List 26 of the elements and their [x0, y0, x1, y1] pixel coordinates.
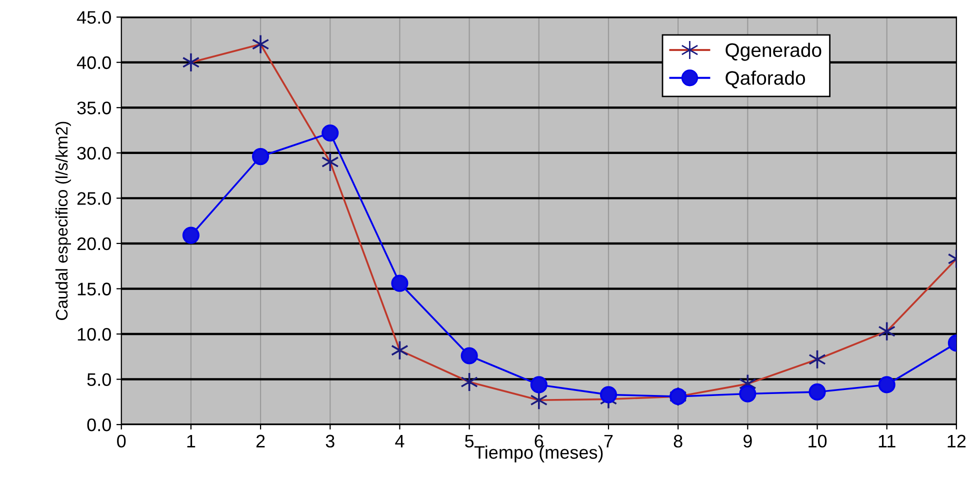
- y-tick-label: 35.0: [77, 102, 111, 114]
- x-tick-label: 2: [256, 434, 265, 448]
- y-tick-label: 0.0: [87, 418, 111, 432]
- legend-label: Qaforado: [726, 70, 805, 88]
- y-axis-title: Caudal especifico (l/s/km2): [55, 122, 71, 320]
- y-tick-label: 45.0: [76, 11, 111, 24]
- x-tick-label: 11: [878, 434, 896, 448]
- legend-label: Qgenerado: [726, 42, 822, 61]
- x-tick-label: 12: [948, 434, 966, 448]
- x-tick-label: 7: [604, 434, 613, 448]
- y-tick-label: 25.0: [77, 192, 111, 205]
- x-tick-label: 0: [117, 434, 126, 448]
- y-tick-label: 40.0: [76, 56, 111, 70]
- y-tick-label: 5.0: [87, 373, 111, 386]
- x-tick-label: 3: [326, 434, 334, 448]
- x-tick-label: 8: [674, 434, 682, 448]
- x-tick-label: 6: [534, 434, 544, 448]
- x-tick-label: 5: [465, 434, 474, 448]
- x-tick-label: 9: [743, 434, 752, 448]
- y-tick-label: 30.0: [77, 146, 111, 160]
- y-tick-label: 20.0: [77, 237, 111, 250]
- y-tick-label: 15.0: [78, 282, 111, 296]
- y-tick-label: 10.0: [78, 328, 111, 341]
- x-tick-label: 1: [187, 434, 196, 448]
- x-tick-label: 4: [395, 434, 404, 448]
- x-tick-label: 10: [808, 434, 827, 448]
